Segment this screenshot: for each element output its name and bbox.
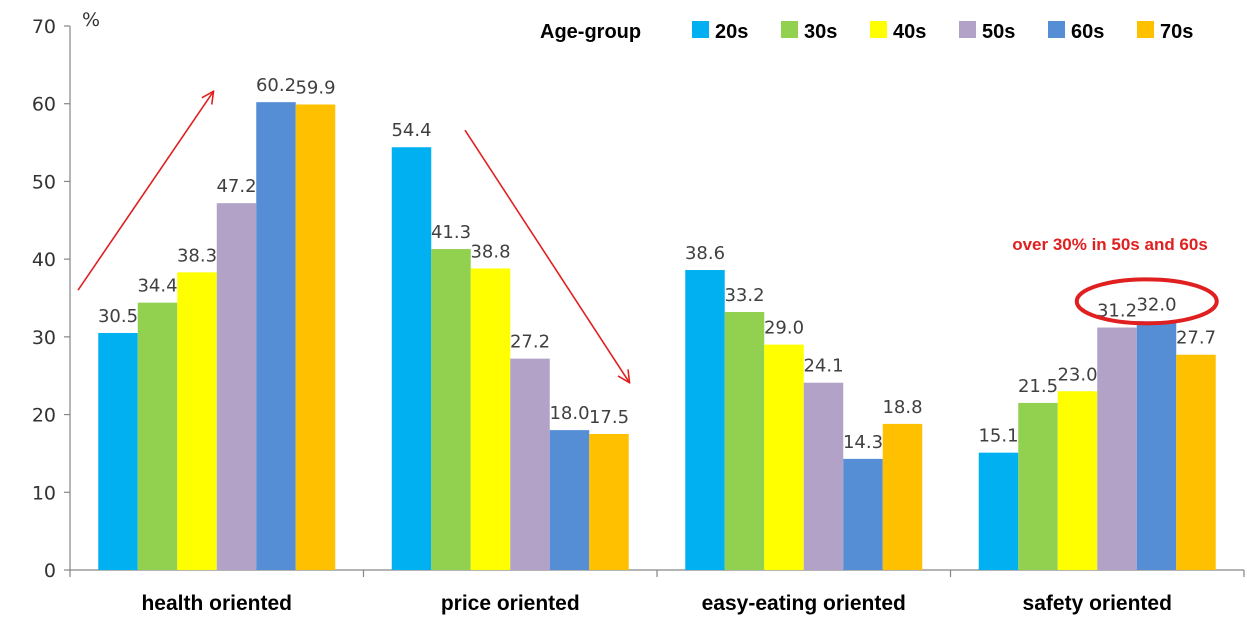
bar-70s-2 bbox=[882, 423, 923, 570]
data-label: 15.1 bbox=[978, 426, 1018, 447]
data-label: 31.2 bbox=[1097, 301, 1137, 322]
category-label: safety oriented bbox=[1023, 592, 1172, 615]
upward-trend-arrow bbox=[77, 92, 213, 291]
y-tick-label: 20 bbox=[32, 405, 56, 427]
category-label: health oriented bbox=[141, 592, 292, 615]
y-tick-label: 40 bbox=[32, 249, 56, 271]
bar-60s-2 bbox=[843, 458, 883, 570]
data-label: 18.0 bbox=[549, 403, 589, 424]
data-label: 33.2 bbox=[724, 285, 764, 306]
y-tick-label: 50 bbox=[32, 171, 56, 193]
bar-20s-2 bbox=[685, 270, 725, 570]
legend-swatch-70s bbox=[1137, 21, 1154, 38]
bar-40s-2 bbox=[764, 344, 804, 570]
legend-swatch-50s bbox=[959, 21, 976, 38]
data-label: 38.3 bbox=[177, 245, 217, 266]
data-label: 60.2 bbox=[256, 75, 296, 96]
data-label: 41.3 bbox=[431, 222, 471, 243]
bar-60s-1 bbox=[549, 430, 590, 570]
legend-label-20s: 20s bbox=[715, 21, 748, 43]
bar-60s-3 bbox=[1136, 321, 1177, 570]
bar-50s-2 bbox=[803, 382, 844, 570]
data-label: 30.5 bbox=[98, 306, 138, 327]
legend-label-40s: 40s bbox=[893, 21, 926, 43]
legend-swatch-40s bbox=[870, 21, 887, 38]
data-label: 38.8 bbox=[470, 241, 510, 262]
y-tick-label: 60 bbox=[32, 94, 56, 116]
downward-trend-arrow bbox=[464, 129, 629, 382]
legend-label-50s: 50s bbox=[982, 21, 1015, 43]
data-label: 14.3 bbox=[843, 432, 883, 453]
bar-40s-0 bbox=[177, 272, 217, 570]
data-label: 32.0 bbox=[1136, 294, 1176, 315]
legend-swatch-60s bbox=[1048, 21, 1065, 38]
bar-50s-3 bbox=[1097, 327, 1137, 570]
legend-swatch-20s bbox=[692, 21, 709, 38]
bar-40s-1 bbox=[470, 268, 511, 570]
bar-70s-0 bbox=[295, 104, 336, 571]
legend-title: Age-group bbox=[540, 21, 641, 43]
data-label: 29.0 bbox=[764, 318, 804, 339]
data-label: 17.5 bbox=[589, 407, 629, 428]
data-label: 54.4 bbox=[391, 120, 431, 141]
bar-20s-0 bbox=[98, 332, 138, 570]
highlight-ellipse bbox=[1074, 277, 1219, 326]
data-label: 24.1 bbox=[803, 356, 843, 377]
y-tick-label: 0 bbox=[44, 560, 56, 582]
bar-30s-2 bbox=[724, 311, 765, 570]
bar-50s-1 bbox=[510, 358, 550, 570]
y-axis-unit-label: % bbox=[82, 9, 100, 31]
data-label: 23.0 bbox=[1057, 364, 1097, 385]
category-label: easy-eating oriented bbox=[702, 592, 906, 615]
highlight-note: over 30% in 50s and 60s bbox=[1012, 235, 1208, 254]
bar-20s-3 bbox=[978, 452, 1019, 570]
data-label: 18.8 bbox=[882, 397, 922, 418]
legend-label-30s: 30s bbox=[804, 21, 837, 43]
category-label: price oriented bbox=[441, 592, 580, 615]
data-label: 21.5 bbox=[1018, 376, 1058, 397]
bar-20s-1 bbox=[391, 147, 432, 570]
data-label: 59.9 bbox=[295, 77, 335, 98]
legend-label-60s: 60s bbox=[1071, 21, 1104, 43]
bar-30s-3 bbox=[1018, 402, 1058, 570]
legend-swatch-30s bbox=[781, 21, 798, 38]
bar-30s-1 bbox=[431, 249, 471, 571]
bar-70s-3 bbox=[1176, 354, 1216, 570]
y-tick-label: 10 bbox=[32, 482, 56, 504]
bar-40s-3 bbox=[1057, 391, 1098, 570]
data-label: 38.6 bbox=[685, 243, 725, 264]
data-label: 27.2 bbox=[510, 332, 550, 353]
data-label: 34.4 bbox=[137, 276, 177, 297]
data-label: 47.2 bbox=[216, 176, 256, 197]
data-label: 27.7 bbox=[1176, 328, 1216, 349]
bar-60s-0 bbox=[256, 102, 296, 570]
y-tick-label: 30 bbox=[32, 327, 56, 349]
bar-70s-1 bbox=[589, 434, 629, 570]
legend-label-70s: 70s bbox=[1160, 21, 1193, 43]
y-tick-label: 70 bbox=[32, 16, 56, 38]
bar-50s-0 bbox=[216, 203, 257, 570]
bar-30s-0 bbox=[137, 302, 178, 570]
